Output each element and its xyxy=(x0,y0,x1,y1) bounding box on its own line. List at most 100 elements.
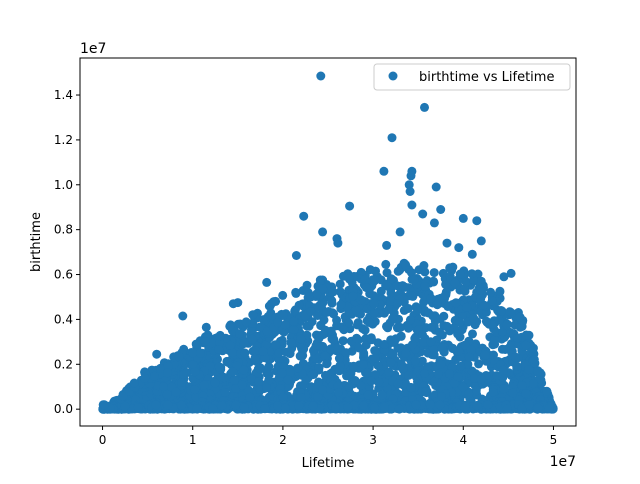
x-axis-ticks: 0 1 2 3 4 5 xyxy=(99,426,557,447)
scatter-point xyxy=(99,400,109,410)
scatter-point xyxy=(328,287,338,297)
y-tick-label: 1.2 xyxy=(54,133,73,147)
scatter-point xyxy=(502,320,512,330)
scatter-point xyxy=(346,369,356,379)
scatter-point xyxy=(529,379,538,389)
scatter-point xyxy=(278,310,288,320)
scatter-point xyxy=(314,363,324,373)
points-layer xyxy=(98,71,558,414)
scatter-point xyxy=(429,345,439,355)
scatter-point xyxy=(290,305,300,315)
scatter-point xyxy=(262,277,272,287)
scatter-point xyxy=(178,311,188,321)
scatter-point xyxy=(335,287,345,297)
scatter-point xyxy=(245,392,255,402)
scatter-point xyxy=(239,365,249,375)
scatter-point xyxy=(361,283,371,292)
scatter-point xyxy=(513,333,522,343)
plot-frame xyxy=(79,57,577,427)
scatter-point xyxy=(259,315,269,325)
scatter-point xyxy=(188,359,198,369)
scatter-point xyxy=(483,400,493,410)
scatter-point xyxy=(511,352,520,362)
scatter-point xyxy=(431,182,441,192)
scatter-point xyxy=(350,376,360,385)
scatter-point xyxy=(239,403,249,412)
scatter-point xyxy=(319,315,329,325)
scatter-point xyxy=(349,361,359,371)
scatter-point xyxy=(382,321,391,331)
scatter-point xyxy=(429,218,439,228)
scatter-point xyxy=(220,388,230,397)
scatter-point xyxy=(544,403,554,413)
scatter-point xyxy=(250,354,260,364)
scatter-point xyxy=(312,289,322,299)
scatter-point xyxy=(329,309,339,319)
scatter-point xyxy=(362,368,372,378)
scatter-point xyxy=(448,343,458,353)
scatter-point xyxy=(421,387,431,397)
scatter-point xyxy=(377,390,387,400)
scatter-point xyxy=(285,368,295,378)
scatter-point xyxy=(351,305,361,315)
scatter-point xyxy=(413,305,422,315)
scatter-point xyxy=(521,389,531,398)
y-tick-label: 0.8 xyxy=(54,223,73,237)
scatter-point xyxy=(307,370,317,380)
scatter-point xyxy=(314,333,324,343)
scatter-point xyxy=(426,337,436,347)
scatter-point xyxy=(384,305,393,314)
scatter-point xyxy=(445,263,455,273)
scatter-point xyxy=(334,354,344,363)
scatter-point xyxy=(458,213,468,223)
scatter-point xyxy=(296,393,306,402)
scatter-point xyxy=(133,403,143,412)
scatter-point xyxy=(196,348,205,358)
scatter-point xyxy=(388,337,398,347)
legend-entry-label: birthtime vs Lifetime xyxy=(419,70,554,85)
scatter-point xyxy=(388,403,397,413)
scatter-point xyxy=(436,205,446,214)
scatter-point xyxy=(533,403,543,413)
scatter-point xyxy=(462,302,472,312)
scatter-point xyxy=(384,367,394,377)
scatter-point xyxy=(338,336,348,346)
scatter-point xyxy=(320,351,330,361)
scatter-point xyxy=(286,338,296,348)
scatter-point xyxy=(278,392,288,402)
y-tick-label: 0.2 xyxy=(54,357,73,371)
scatter-point xyxy=(296,334,306,344)
scatter-point xyxy=(437,343,447,353)
scatter-point xyxy=(440,291,450,300)
y-tick-label: 1.0 xyxy=(54,178,73,192)
scatter-point xyxy=(308,401,318,411)
scatter-point xyxy=(171,387,181,397)
x-tick-label: 3 xyxy=(369,433,377,447)
scatter-point xyxy=(398,281,408,291)
scatter-point xyxy=(395,227,405,237)
scatter-point xyxy=(443,302,453,311)
scatter-point xyxy=(352,320,362,330)
scatter-point xyxy=(352,333,362,343)
scatter-point xyxy=(373,361,383,371)
scatter-point xyxy=(403,323,413,333)
scatter-point xyxy=(533,367,543,377)
scatter-point xyxy=(376,300,386,310)
scatter-point xyxy=(291,288,301,298)
scatter-point xyxy=(406,383,416,393)
scatter-point xyxy=(280,403,290,413)
x-tick-label: 1 xyxy=(189,433,197,447)
scatter-point xyxy=(217,401,227,411)
scatter-point xyxy=(163,368,172,378)
scatter-point xyxy=(379,166,389,176)
y-axis-offset-label: 1e7 xyxy=(80,41,106,57)
scatter-point xyxy=(498,327,507,337)
scatter-point xyxy=(464,389,474,399)
scatter-point xyxy=(500,345,510,354)
scatter-point xyxy=(214,362,224,372)
scatter-point xyxy=(335,279,345,289)
scatter-point xyxy=(386,274,396,284)
scatter-point xyxy=(388,349,398,359)
scatter-point xyxy=(426,293,436,303)
scatter-point xyxy=(376,286,386,296)
